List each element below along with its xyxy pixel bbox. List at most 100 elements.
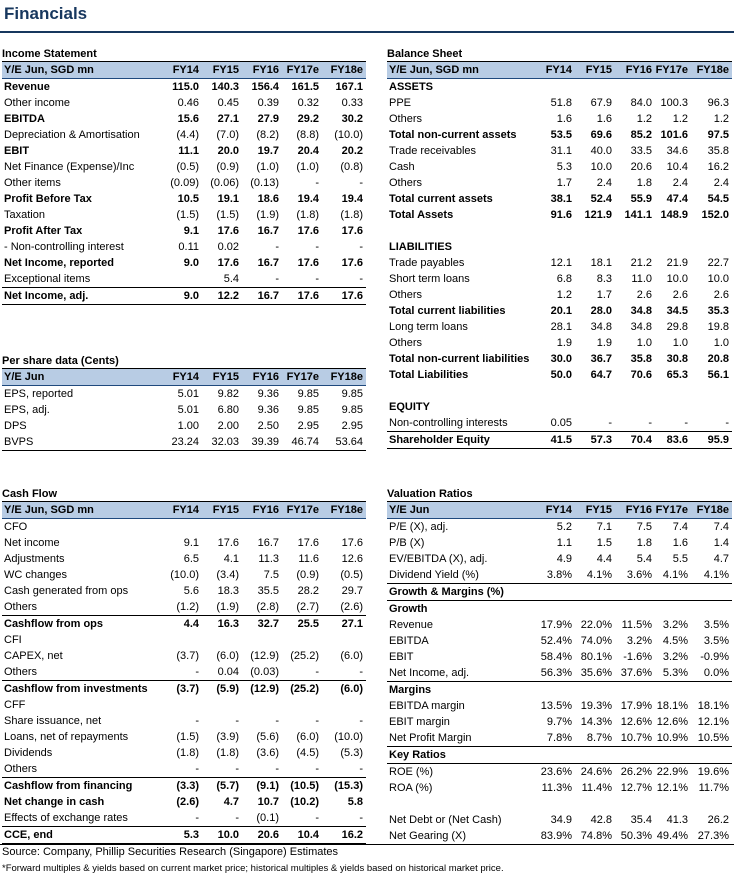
row-value	[615, 600, 655, 617]
row-value: 3.8%	[546, 569, 572, 581]
row-value: 0.46	[177, 97, 199, 109]
row-value: -	[275, 715, 279, 727]
row-label: CFI	[4, 634, 22, 646]
row-value: 1.6	[556, 113, 572, 125]
row-value: -0.9%	[700, 651, 729, 663]
row-value: (1.9)	[256, 209, 279, 221]
row-value: 97.5	[707, 129, 729, 141]
row-value	[575, 583, 615, 601]
row-value	[242, 697, 282, 713]
table-row: Total non-current assets 53.5 69.6 85.2 101.…	[387, 127, 732, 143]
row-value: -	[195, 812, 199, 824]
header-year: FY15	[575, 502, 615, 519]
row-value: 7.4	[672, 521, 688, 533]
row-value: 24.6%	[575, 763, 615, 780]
row-value	[691, 583, 732, 601]
row-value: (1.8)	[340, 209, 363, 221]
row-value: 32.03	[202, 434, 242, 451]
row-value: 20.6	[630, 161, 652, 173]
row-value: 1.00	[177, 420, 199, 432]
source-rule	[0, 844, 734, 845]
header-year: FY17e	[282, 369, 322, 386]
row-value: (1.5)	[176, 209, 199, 221]
row-value: (12.9)	[242, 680, 282, 697]
row-value: 12.1%	[697, 716, 729, 728]
row-value: 12.1	[550, 257, 572, 269]
row-label: CAPEX, net	[4, 650, 63, 662]
row-value: (8.8)	[296, 129, 319, 141]
header-year: FY14	[537, 62, 575, 79]
row-value: 95.9	[691, 431, 732, 449]
header-year: FY17e	[655, 502, 691, 519]
row-value: (10.5)	[282, 777, 322, 794]
row-value: 29.7	[341, 585, 363, 597]
row-value: -	[725, 417, 729, 429]
table-row: EBITDA 52.4% 74.0% 3.2% 4.5% 3.5%	[387, 633, 732, 649]
row-value: 53.5	[550, 129, 572, 141]
row-label: Net Gearing (X)	[387, 828, 537, 845]
row-value: -	[315, 177, 319, 189]
row-value: 9.85	[297, 388, 319, 400]
table-row: Total Liabilities 50.0 64.7 70.6 65.3 56.1	[387, 367, 732, 383]
row-value: 70.6	[630, 369, 652, 381]
row-value: 80.1%	[580, 651, 612, 663]
row-value: 51.8	[550, 97, 572, 109]
row-value: 0.02	[217, 241, 239, 253]
row-value: 1.7	[556, 177, 572, 189]
row-value: 156.4	[251, 81, 279, 93]
row-value: -	[684, 417, 688, 429]
row-value	[691, 796, 732, 812]
row-value: 167.1	[335, 81, 363, 93]
row-value: 7.1	[596, 521, 612, 533]
table-row: Profit After Tax 9.1 17.6 16.7 17.6 17.6	[2, 223, 366, 239]
row-label: BVPS	[2, 434, 162, 451]
row-value: 15.6	[177, 113, 199, 125]
row-value: 10.0	[590, 161, 612, 173]
row-value: 2.4	[713, 177, 729, 189]
row-value: 2.4	[672, 177, 688, 189]
header-label: Y/E Jun	[387, 502, 537, 519]
row-value: 19.3%	[580, 700, 612, 712]
row-value: 3.2%	[662, 651, 688, 663]
row-value: 22.9%	[655, 763, 691, 780]
row-label: EBITDA	[4, 113, 45, 125]
row-label: EBITDA	[389, 635, 429, 647]
row-value: 100.3	[660, 97, 688, 109]
table-row: Share issuance, net - - - - -	[2, 713, 366, 729]
table-row: Profit Before Tax 10.5 19.1 18.6 19.4 19.4	[2, 191, 366, 207]
row-label: Adjustments	[4, 553, 65, 565]
row-value	[575, 399, 615, 415]
row-value	[537, 681, 575, 698]
row-label: Others	[389, 177, 423, 189]
row-value: 84.0	[630, 97, 652, 109]
row-value	[691, 399, 732, 415]
row-value: (2.6)	[340, 601, 363, 613]
row-label: Net Income, adj.	[2, 287, 162, 305]
row-label: Dividend Yield (%)	[389, 569, 479, 581]
row-label: Exceptional items	[4, 273, 91, 285]
row-value: -	[359, 241, 363, 253]
row-value: 9.7%	[546, 716, 572, 728]
row-value: 30.0	[550, 353, 572, 365]
row-value	[655, 79, 691, 96]
row-label: EBIT margin	[389, 716, 450, 728]
row-value: (0.9)	[296, 569, 319, 581]
row-value: (9.1)	[242, 777, 282, 794]
row-label: CCE, end	[2, 826, 162, 844]
header-year: FY18e	[322, 62, 366, 79]
row-value	[322, 632, 366, 648]
row-value: (0.8)	[340, 161, 363, 173]
valuation-ratios-section: Valuation Ratios Y/E Jun FY14 FY15 FY16 FY17…	[387, 487, 732, 845]
table-row: LIABILITIES	[387, 239, 732, 255]
row-value	[615, 746, 655, 764]
row-value: (3.6)	[256, 747, 279, 759]
row-value: 26.2	[707, 814, 729, 826]
row-label: Depreciation & Amortisation	[4, 129, 140, 141]
header-label: Y/E Jun, SGD mn	[2, 62, 162, 79]
row-value: 19.4	[297, 193, 319, 205]
row-value: 17.6	[341, 257, 363, 269]
per-share-title: Per share data (Cents)	[2, 354, 366, 369]
row-value: (1.8)	[296, 209, 319, 221]
header-year: FY17e	[282, 62, 322, 79]
row-value: 29.2	[297, 113, 319, 125]
